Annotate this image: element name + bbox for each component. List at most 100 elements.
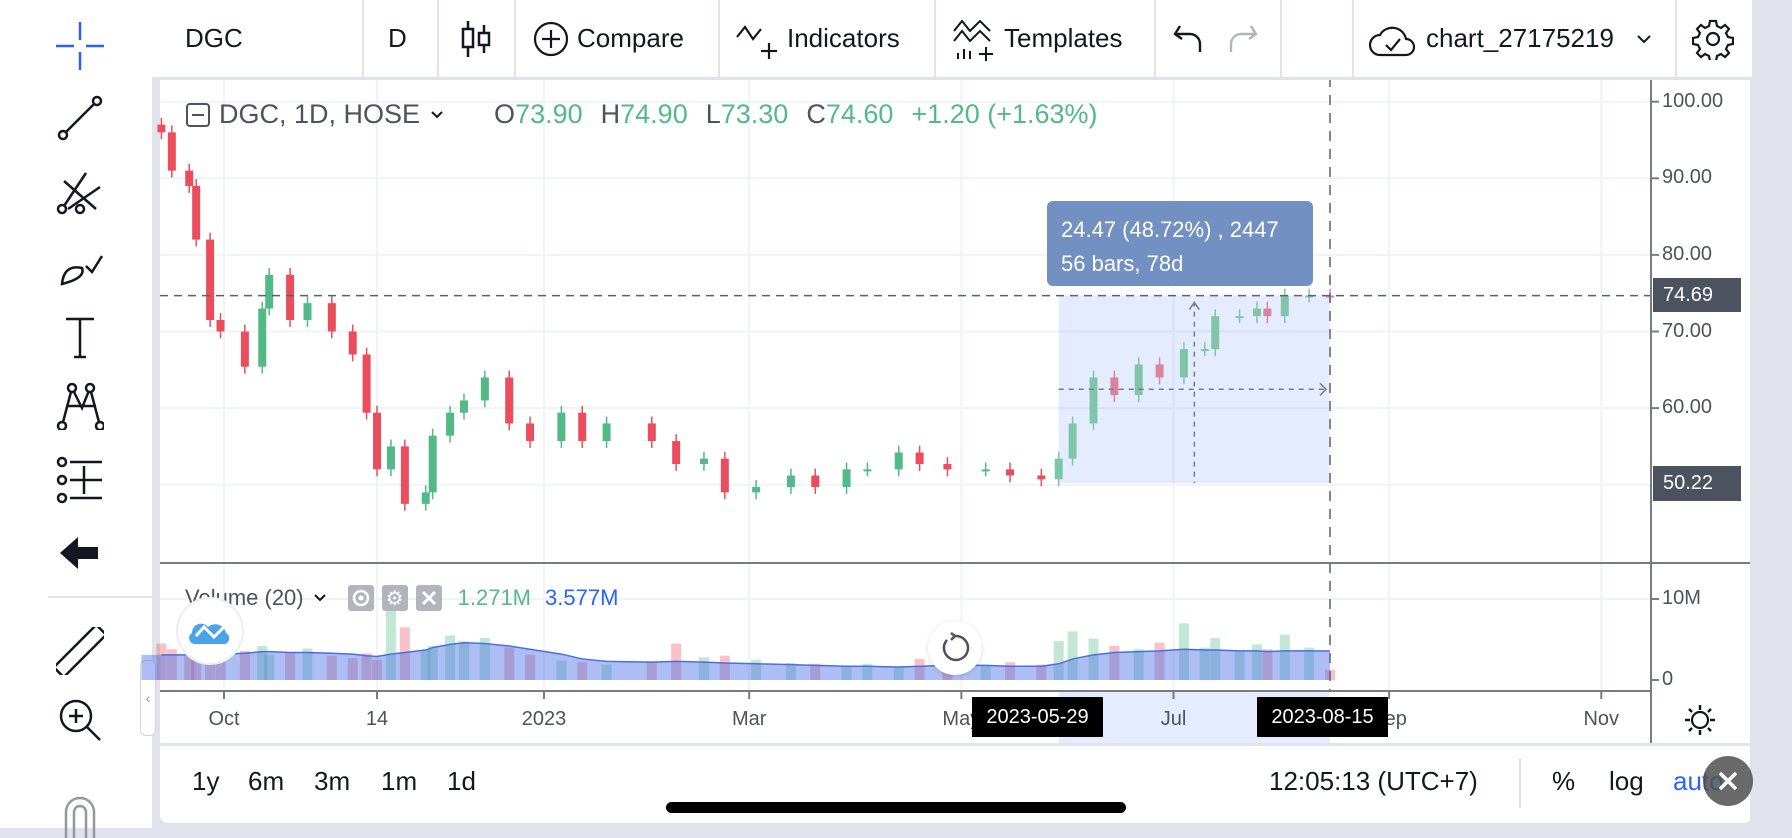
volume-bar [1036,664,1047,680]
range-1m-button[interactable]: 1m [381,766,418,796]
compare-label: Compare [577,23,684,53]
candle-body [362,354,371,413]
series-title[interactable]: DGC, 1D, HOSE [219,99,421,129]
prediction-measure-icon[interactable] [56,456,104,504]
candle-body [1211,316,1220,350]
range-1d-button[interactable]: 1d [447,766,476,796]
volume-bar [556,660,567,680]
candle-body [1305,295,1314,298]
candle-body [206,239,215,321]
undo-icon [1173,24,1202,52]
time-tick-label: May [942,708,981,730]
bottom-bar-divider [160,743,1752,746]
visibility-eye-icon[interactable] [347,585,374,611]
crosshair-icon[interactable] [56,22,104,70]
bottom-separator [1519,758,1521,808]
tradingview-logo[interactable] [176,597,244,665]
trend-line-icon[interactable] [56,94,104,142]
open-label: O [494,99,516,129]
volume-bar [980,666,991,680]
undo-button[interactable] [1172,0,1206,77]
candle-body [167,132,176,171]
candle-body [421,492,430,504]
settings-button[interactable] [1692,0,1734,77]
chart-type-button[interactable] [460,0,492,77]
text-icon[interactable] [56,313,104,361]
volume-bar [1279,634,1290,680]
redo-button[interactable] [1225,0,1259,77]
percent-scale-button[interactable]: % [1552,766,1576,796]
volume-bar [1088,638,1099,680]
interval-button[interactable]: D [388,0,407,77]
indicators-icon [736,24,777,59]
brush-icon[interactable] [56,242,104,290]
magnet-icon[interactable] [56,790,104,838]
end-date-label: 2023-08-15 [1257,697,1388,737]
volume-bar [239,650,250,680]
volume-bar [1234,650,1245,680]
volume-bar [361,653,372,680]
start-price-label: 50.22 [1653,466,1741,501]
volume-bar [302,648,313,680]
log-scale-button[interactable]: log [1609,766,1644,796]
time-tick-label: Jul [1160,708,1187,730]
candle-body [1134,364,1143,396]
collapse-toolbar-handle[interactable]: ‹ [140,660,156,736]
range-6m-button[interactable]: 6m [248,766,285,796]
clock-timezone[interactable]: 12:05:13 (UTC+7) [1269,766,1478,796]
candle-body [1006,469,1015,476]
ruler-icon[interactable] [56,627,104,675]
volume-bar [458,641,469,680]
volume-bar [1133,649,1144,680]
pattern-icon[interactable] [56,382,104,430]
close-icon[interactable] [415,585,442,611]
candle-body [1054,458,1063,480]
volume-bar [166,649,177,680]
volume-ma-value: 3.577M [545,585,619,610]
templates-button[interactable]: Templates [952,0,1123,77]
candle-body [240,331,249,367]
collapse-legend-icon[interactable] [185,102,211,128]
close-overlay-button[interactable] [1703,756,1753,806]
high-label: H [600,99,621,129]
time-tick-label: Oct [208,708,240,730]
volume-bar [751,659,762,680]
price-tick-label: 60.00 [1662,396,1713,419]
volume-bar [601,664,612,680]
fib-pitchfork-icon[interactable] [56,167,104,215]
volume-bar [215,657,226,680]
symbol-label: DGC [185,23,243,53]
volume-bar [785,662,796,680]
cloud-check-icon [1368,26,1416,56]
volume-bar [1262,649,1273,680]
chevron-down-icon[interactable] [428,106,446,124]
indicators-button[interactable]: Indicators [735,0,900,77]
measure-change: 24.47 (48.72%) , 2447 [1061,217,1279,242]
candle-body [894,452,903,470]
symbol-search-button[interactable]: DGC [185,0,243,77]
volume-bar [1067,631,1078,680]
range-3m-button[interactable]: 3m [314,766,351,796]
chevron-down-icon[interactable] [312,590,328,606]
range-1y-button[interactable]: 1y [192,766,220,796]
reset-chart-button[interactable] [928,621,982,675]
gear-icon[interactable]: ⚙ [381,585,408,611]
axis-settings-button[interactable] [1684,704,1716,741]
candle-body [400,446,409,504]
zoom-in-icon[interactable] [56,696,104,744]
candle-body [811,475,820,487]
price-tick-label: 100.00 [1662,89,1724,112]
candle-body [557,412,566,442]
candle-body [303,303,312,321]
interval-label: D [388,23,407,53]
candle-body [327,303,336,332]
candle-body [786,475,795,487]
compare-button[interactable]: Compare [533,0,684,77]
candle-body [348,331,357,355]
volume-bar [385,603,396,680]
volume-legend: Volume (20) ⚙ 1.271M 3.577M [185,585,618,611]
hide-toolbar-arrow-icon[interactable] [56,529,104,577]
save-layout-button[interactable]: chart_27175219 [1368,0,1656,77]
price-tick-label: 70.00 [1662,319,1713,342]
